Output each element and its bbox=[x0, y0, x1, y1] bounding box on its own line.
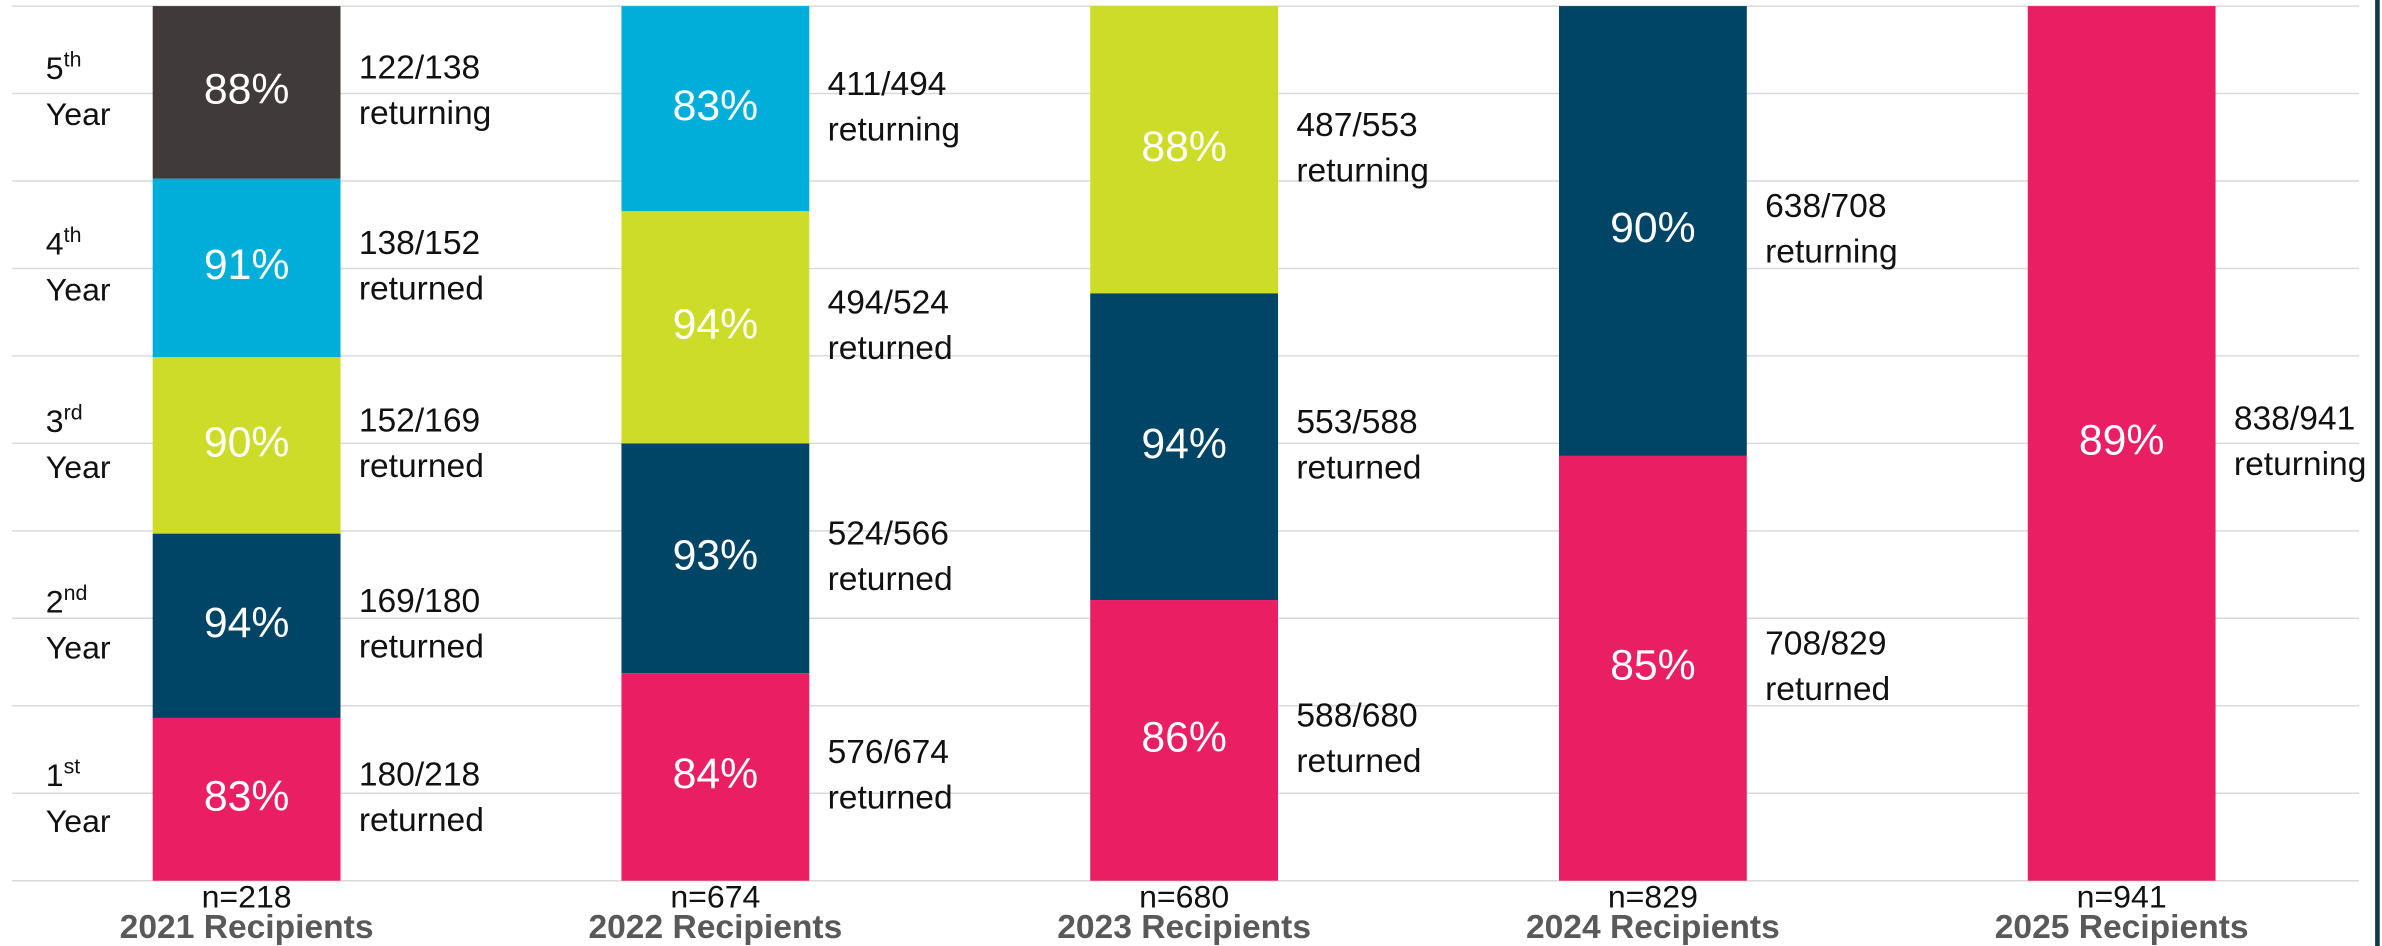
bar-segment bbox=[1090, 600, 1279, 881]
segment-note: 487/553 returning bbox=[1296, 107, 1429, 189]
segment-note: 553/588 returned bbox=[1296, 404, 1421, 486]
value-label: 94% bbox=[673, 301, 759, 349]
category-label: 2021 Recipients bbox=[120, 909, 374, 946]
row-label-word: Year bbox=[46, 272, 111, 308]
value-label: 88% bbox=[204, 66, 290, 114]
bar-segment bbox=[1090, 293, 1279, 601]
bar-segment bbox=[152, 533, 341, 718]
row-label: 2nd bbox=[46, 581, 88, 620]
value-label: 88% bbox=[1141, 123, 1227, 171]
segment-note: 180/218 returned bbox=[359, 756, 484, 838]
n-label: n=674 bbox=[670, 878, 760, 914]
row-label-word: Year bbox=[46, 630, 111, 666]
segment-note: 169/180 returned bbox=[359, 583, 484, 665]
segment-note: 138/152 returned bbox=[359, 225, 484, 307]
segment-note: 638/708 returning bbox=[1765, 188, 1898, 270]
row-label: 4th bbox=[46, 223, 82, 262]
row-label: 3rd bbox=[46, 400, 83, 439]
segment-note: 122/138 returning bbox=[359, 49, 492, 131]
bar-segment bbox=[152, 178, 341, 358]
category-label: 2023 Recipients bbox=[1057, 909, 1311, 946]
bar-segment bbox=[621, 673, 810, 881]
value-label: 90% bbox=[1610, 204, 1696, 252]
value-label: 93% bbox=[673, 532, 759, 580]
n-label: n=680 bbox=[1139, 878, 1229, 914]
segment-note: 524/566 returned bbox=[828, 515, 953, 597]
value-label: 90% bbox=[204, 419, 290, 467]
value-label: 94% bbox=[204, 599, 290, 647]
n-label: n=941 bbox=[2077, 878, 2167, 914]
segment-note: 576/674 returned bbox=[828, 734, 953, 816]
bar-segment bbox=[621, 211, 810, 444]
row-label-word: Year bbox=[46, 449, 111, 485]
n-label: n=218 bbox=[202, 878, 292, 914]
value-label: 94% bbox=[1141, 420, 1227, 468]
value-label: 83% bbox=[673, 82, 759, 130]
value-label: 84% bbox=[673, 750, 759, 798]
segment-note: 411/494 returning bbox=[828, 66, 961, 148]
value-label: 83% bbox=[204, 773, 290, 821]
n-label: n=829 bbox=[1608, 878, 1698, 914]
segment-note: 152/169 returned bbox=[359, 402, 484, 484]
bar-segment bbox=[621, 6, 810, 212]
bar-segment bbox=[2027, 6, 2216, 881]
row-label-word: Year bbox=[46, 803, 111, 839]
row-label: 1st bbox=[46, 754, 81, 793]
row-label-word: Year bbox=[46, 96, 111, 132]
category-label: 2024 Recipients bbox=[1526, 909, 1780, 946]
bar-segment bbox=[621, 443, 810, 674]
value-label: 91% bbox=[204, 241, 290, 289]
bar-segment bbox=[152, 357, 341, 534]
bar-segment bbox=[1090, 6, 1279, 294]
segment-note: 494/524 returned bbox=[828, 284, 953, 366]
bar-segment bbox=[1558, 6, 1747, 456]
bar-segment bbox=[1558, 455, 1747, 881]
segment-note: 708/829 returned bbox=[1765, 625, 1890, 707]
segment-note: 838/941 returning bbox=[2234, 401, 2367, 483]
bar-segment bbox=[152, 6, 341, 179]
value-label: 85% bbox=[1610, 642, 1696, 690]
bar-segment bbox=[152, 717, 341, 881]
category-label: 2022 Recipients bbox=[588, 909, 842, 946]
value-label: 89% bbox=[2079, 417, 2165, 465]
value-label: 86% bbox=[1141, 714, 1227, 762]
row-label: 5th bbox=[46, 47, 82, 86]
segment-note: 588/680 returned bbox=[1296, 697, 1421, 779]
category-label: 2025 Recipients bbox=[1995, 909, 2249, 946]
